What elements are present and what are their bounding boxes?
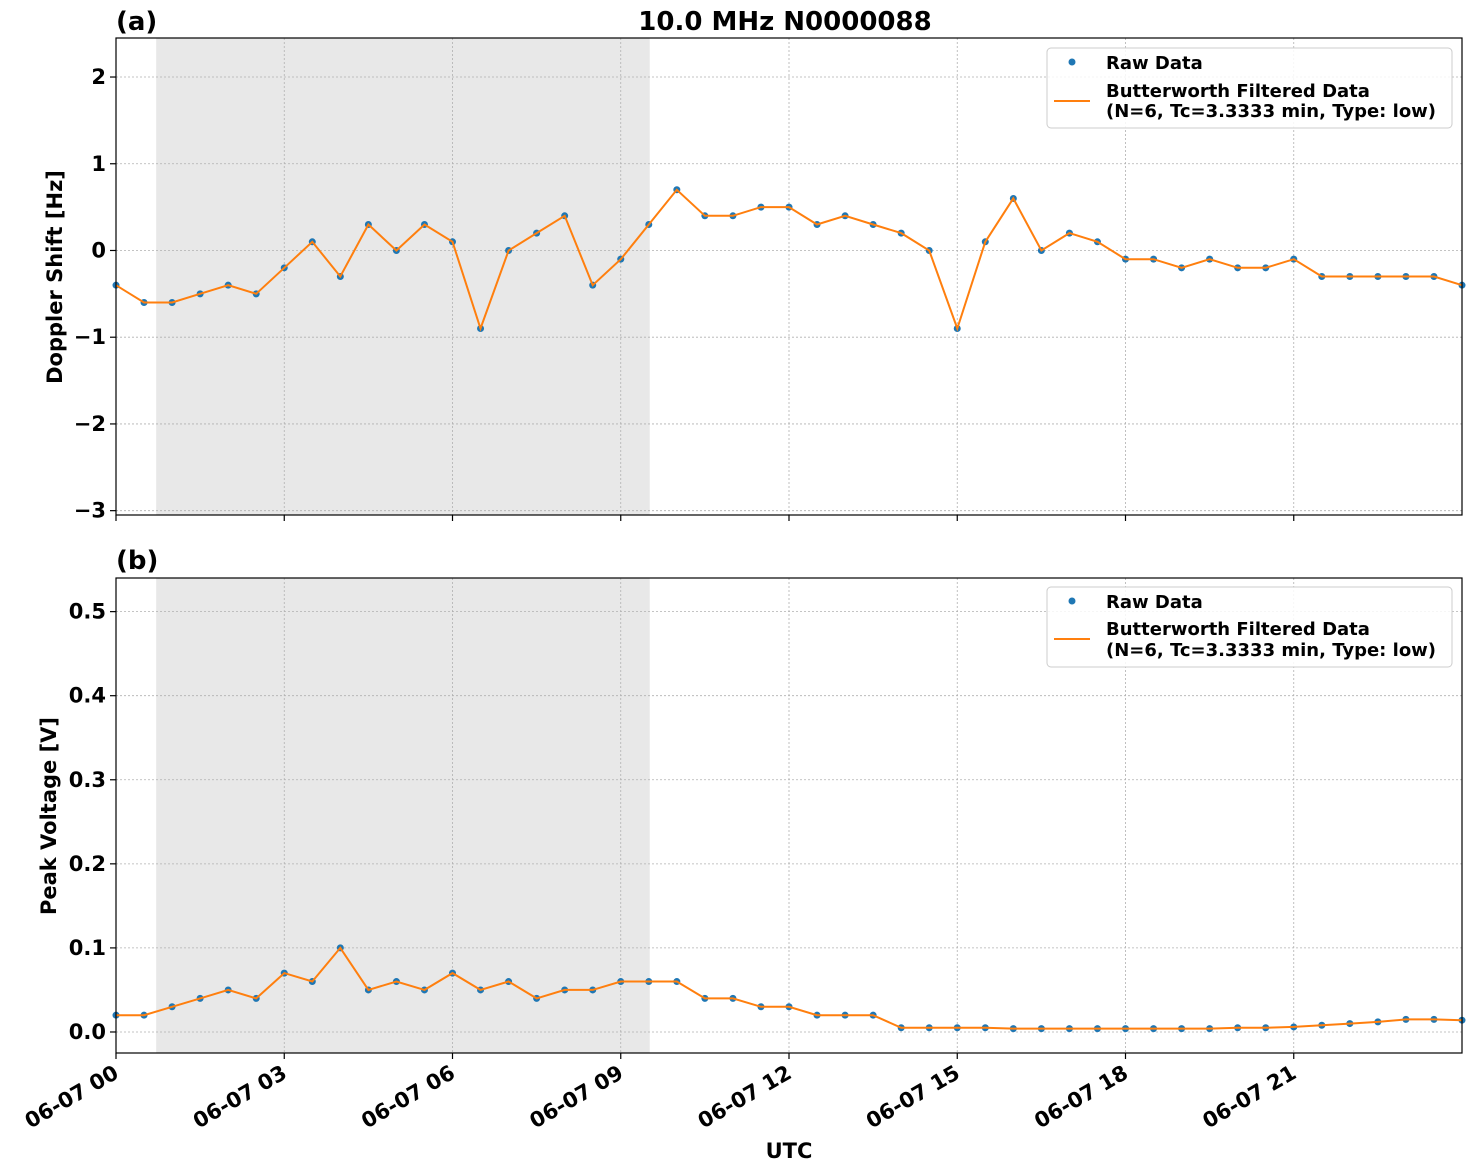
panel-a-label: (a) bbox=[116, 7, 157, 37]
y-tick-label: 0.5 bbox=[69, 600, 106, 624]
y-tick-label: 0.1 bbox=[69, 936, 106, 960]
panel-a: 2 1 0 −1 −2 −3 (a) Doppler Shift [Hz] Raw Dat… bbox=[43, 7, 1466, 523]
y-tick-label: 2 bbox=[91, 65, 106, 89]
x-tick-label: 06-07 18 bbox=[1030, 1061, 1132, 1134]
panel-a-shaded-region bbox=[156, 38, 650, 515]
panel-a-legend-filtered-label-1: Butterworth Filtered Data bbox=[1106, 81, 1370, 102]
panel-b-legend-filtered-label-2: (N=6, Tc=3.3333 min, Type: low) bbox=[1106, 640, 1436, 661]
y-tick-label: 0 bbox=[91, 238, 106, 262]
panel-b-shaded-region bbox=[156, 578, 650, 1053]
panel-a-legend-filtered-label-2: (N=6, Tc=3.3333 min, Type: low) bbox=[1106, 101, 1436, 122]
panel-a-legend-raw-label: Raw Data bbox=[1106, 53, 1203, 74]
y-tick-label: 0.2 bbox=[69, 852, 106, 876]
panel-a-legend: Raw Data Butterworth Filtered Data (N=6,… bbox=[1046, 47, 1453, 129]
y-tick-label: 1 bbox=[91, 152, 106, 176]
panel-b-y-axis-label: Peak Voltage [V] bbox=[37, 717, 61, 915]
x-tick-label: 06-07 09 bbox=[525, 1061, 627, 1134]
x-tick-label: 06-07 12 bbox=[694, 1061, 796, 1134]
panel-b: 0.50.40.30.20.10.0 06-07 00 06-07 03 06-07… bbox=[21, 546, 1466, 1133]
y-tick-label: −1 bbox=[74, 325, 106, 349]
x-tick-label: 06-07 06 bbox=[357, 1061, 459, 1134]
panel-b-grid bbox=[115, 578, 1462, 1053]
x-axis-label: UTC bbox=[766, 1139, 813, 1163]
x-tick-label: 06-07 03 bbox=[189, 1061, 291, 1134]
x-tick-label: 06-07 00 bbox=[21, 1061, 123, 1134]
panel-b-legend-raw-marker bbox=[1068, 597, 1076, 605]
y-tick-label: 0.0 bbox=[69, 1020, 106, 1044]
panel-b-y-ticks: 0.5 0.4 0.3 0.2 0.1 0.0 bbox=[69, 600, 116, 1044]
panel-b-filtered-line bbox=[116, 946, 1463, 1030]
panel-a-legend-raw-marker bbox=[1068, 58, 1076, 66]
x-tick-label: 06-07 21 bbox=[1198, 1061, 1300, 1134]
y-tick-label: 0.4 bbox=[69, 684, 106, 708]
panel-a-filtered-line bbox=[115, 188, 1463, 332]
panel-a-y-ticks: 2 1 0 −1 −2 −3 bbox=[74, 65, 116, 523]
panel-a-x-ticks bbox=[115, 515, 1295, 521]
panel-b-label: (b) bbox=[116, 546, 158, 576]
panel-b-legend-filtered-label-1: Butterworth Filtered Data bbox=[1106, 619, 1370, 640]
panel-a-y-axis-label: Doppler Shift [Hz] bbox=[43, 170, 67, 384]
panel-b-legend-raw-label: Raw Data bbox=[1106, 592, 1203, 613]
y-tick-label: −3 bbox=[74, 499, 106, 523]
panel-b-legend: Raw Data Butterworth Filtered Data (N=6,… bbox=[1046, 586, 1453, 668]
y-tick-label: 0.3 bbox=[69, 768, 106, 792]
figure-title: 10.0 MHz N0000088 bbox=[638, 7, 931, 37]
panel-b-x-ticks: 06-07 00 06-07 03 06-07 06 06-07 09 06-07 12… bbox=[21, 1053, 1300, 1134]
y-tick-label: −2 bbox=[74, 412, 106, 436]
x-tick-label: 06-07 15 bbox=[862, 1061, 964, 1134]
